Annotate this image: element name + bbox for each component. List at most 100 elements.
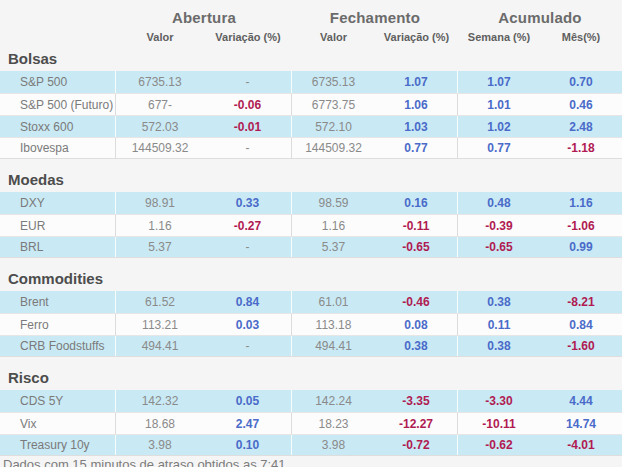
value-cell: -	[204, 138, 292, 158]
section-risco: RiscoCDS 5Y142.320.05142.24-3.35-3.304.4…	[0, 369, 622, 456]
value-cell: 144509.32	[292, 138, 375, 158]
value-cell: 677-	[116, 94, 204, 115]
table-row: Vix18.682.4718.23-12.27-10.1114.74	[0, 412, 622, 434]
row-label: EUR	[0, 215, 116, 236]
value-cell: 2.47	[204, 413, 292, 434]
value-cell: 5.37	[116, 237, 204, 257]
value-cell: 61.52	[116, 291, 204, 313]
corner-spacer	[0, 28, 116, 46]
value-cell: -	[204, 336, 292, 356]
value-cell: -8.21	[540, 291, 622, 313]
table-row: Ibovespa144509.32-144509.320.770.77-1.18	[0, 137, 622, 159]
value-cell: -0.72	[375, 435, 458, 455]
value-cell: 142.24	[292, 390, 375, 412]
row-label: Brent	[0, 291, 116, 313]
row-label: S&P 500 (Futuro)	[0, 94, 116, 115]
value-cell: 0.10	[204, 435, 292, 455]
value-cell: -0.65	[458, 237, 540, 257]
value-cell: 1.01	[458, 94, 540, 115]
value-cell: 1.16	[116, 215, 204, 236]
table-row: Stoxx 600572.03-0.01572.101.031.022.48	[0, 115, 622, 137]
table-row: EUR1.16-0.271.16-0.11-0.39-1.06	[0, 214, 622, 236]
row-label: S&P 500	[0, 71, 116, 93]
value-cell: -1.06	[540, 215, 622, 236]
value-cell: -10.11	[458, 413, 540, 434]
value-cell: -0.06	[204, 94, 292, 115]
value-cell: 0.48	[458, 192, 540, 214]
row-label: BRL	[0, 237, 116, 257]
value-cell: 0.38	[458, 336, 540, 356]
value-cell: 0.33	[204, 192, 292, 214]
row-label: Ferro	[0, 314, 116, 335]
row-label: DXY	[0, 192, 116, 214]
value-cell: 113.21	[116, 314, 204, 335]
row-label: CRB Foodstuffs	[0, 336, 116, 356]
value-cell: 14.74	[540, 413, 622, 434]
value-cell: 2.48	[540, 116, 622, 137]
value-cell: 6735.13	[116, 71, 204, 93]
value-cell: -0.01	[204, 116, 292, 137]
section-bolsas: BolsasS&P 5006735.13-6735.131.071.070.70…	[0, 50, 622, 159]
value-cell: 3.98	[292, 435, 375, 455]
column-group-abertura: Abertura	[116, 9, 292, 26]
value-cell: -	[204, 237, 292, 257]
value-cell: 98.91	[116, 192, 204, 214]
market-summary-table: Abertura Fechamento Acumulado Valor Vari…	[0, 0, 622, 467]
column-header-abertura-valor: Valor	[116, 31, 204, 43]
table-row: Ferro113.210.03113.180.080.110.84	[0, 313, 622, 335]
row-label: Vix	[0, 413, 116, 434]
value-cell: 572.10	[292, 116, 375, 137]
column-header-fechamento-valor: Valor	[292, 31, 375, 43]
column-subheader-row: Valor Variação (%) Valor Variação (%) Se…	[0, 28, 622, 46]
value-cell: -	[204, 71, 292, 93]
value-cell: 0.08	[375, 314, 458, 335]
column-header-acumulado-semana: Semana (%)	[458, 31, 540, 43]
row-label: Stoxx 600	[0, 116, 116, 137]
table-row: S&P 5006735.13-6735.131.071.070.70	[0, 71, 622, 93]
value-cell: 494.41	[292, 336, 375, 356]
value-cell: 0.70	[540, 71, 622, 93]
value-cell: -0.62	[458, 435, 540, 455]
section-title: Bolsas	[0, 50, 622, 71]
value-cell: 61.01	[292, 291, 375, 313]
column-group-acumulado: Acumulado	[458, 9, 622, 26]
value-cell: 98.59	[292, 192, 375, 214]
table-row: CRB Foodstuffs494.41-494.410.380.38-1.60	[0, 335, 622, 357]
value-cell: 0.38	[458, 291, 540, 313]
value-cell: 1.16	[540, 192, 622, 214]
value-cell: 1.03	[375, 116, 458, 137]
value-cell: 572.03	[116, 116, 204, 137]
value-cell: -0.27	[204, 215, 292, 236]
value-cell: -0.46	[375, 291, 458, 313]
value-cell: 142.32	[116, 390, 204, 412]
column-header-abertura-variacao: Variação (%)	[204, 31, 292, 43]
value-cell: 0.16	[375, 192, 458, 214]
value-cell: -3.30	[458, 390, 540, 412]
value-cell: 0.11	[458, 314, 540, 335]
value-cell: 1.16	[292, 215, 375, 236]
value-cell: 1.02	[458, 116, 540, 137]
value-cell: 144509.32	[116, 138, 204, 158]
value-cell: 6773.75	[292, 94, 375, 115]
value-cell: 113.18	[292, 314, 375, 335]
value-cell: -12.27	[375, 413, 458, 434]
value-cell: 0.84	[204, 291, 292, 313]
value-cell: 3.98	[116, 435, 204, 455]
column-group-row: Abertura Fechamento Acumulado	[0, 6, 622, 28]
value-cell: -3.35	[375, 390, 458, 412]
value-cell: 0.46	[540, 94, 622, 115]
table-row: CDS 5Y142.320.05142.24-3.35-3.304.44	[0, 390, 622, 412]
value-cell: 494.41	[116, 336, 204, 356]
column-header-fechamento-variacao: Variação (%)	[375, 31, 458, 43]
section-title: Commodities	[0, 270, 622, 291]
value-cell: -1.60	[540, 336, 622, 356]
row-label: Ibovespa	[0, 138, 116, 158]
column-header-acumulado-mes: Mês(%)	[540, 31, 622, 43]
value-cell: 1.07	[375, 71, 458, 93]
value-cell: 4.44	[540, 390, 622, 412]
value-cell: 0.38	[375, 336, 458, 356]
value-cell: 0.77	[458, 138, 540, 158]
section-title: Risco	[0, 369, 622, 390]
value-cell: 18.68	[116, 413, 204, 434]
value-cell: -0.65	[375, 237, 458, 257]
